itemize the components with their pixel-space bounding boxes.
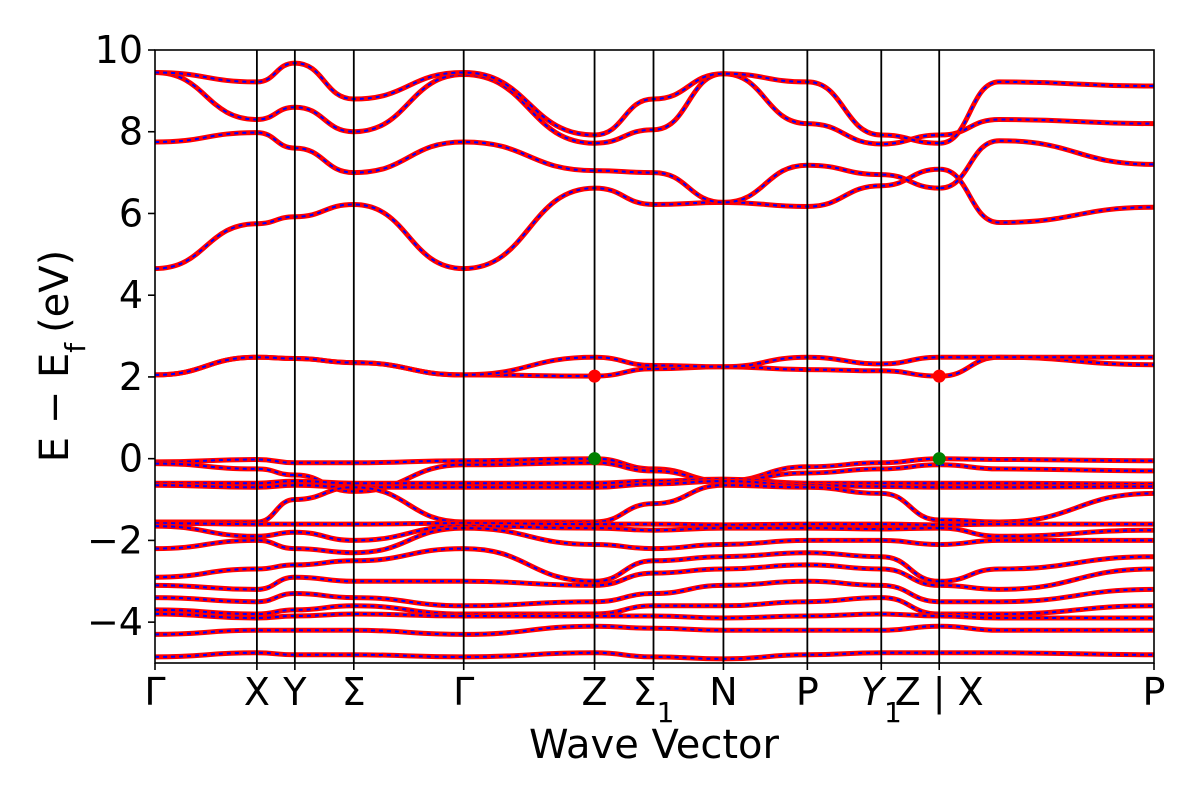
y-axis-label-main: E − E (32, 353, 78, 463)
x-axis-label: Wave Vector (529, 722, 780, 768)
band-0-segment-1-dashed (940, 168, 1154, 224)
band-11-segment-1-dashed (940, 523, 1154, 526)
band-7-segment-0 (155, 460, 940, 494)
band-0-segment-0-dashed (155, 168, 940, 270)
y-tick-label-6: 8 (119, 110, 143, 154)
band-18-segment-0 (155, 611, 940, 621)
band-3-segment-0-dashed (155, 62, 940, 145)
band-7-segment-1-dashed (940, 463, 1154, 472)
band-16-segment-1-dashed (940, 588, 1154, 603)
band-0-segment-1 (939, 166, 1154, 226)
x-tick-label-6: Σ1 (633, 670, 675, 729)
bands-layer (155, 60, 1154, 662)
extremum-marker-3 (932, 452, 946, 466)
band-14-segment-1-dashed (940, 555, 1154, 583)
band-20-segment-1-dashed (940, 651, 1154, 656)
band-6-segment-0-dashed (155, 457, 940, 483)
band-2-segment-0-dashed (155, 71, 940, 146)
band-1-segment-0 (155, 130, 940, 205)
x-tick-label-7: N (709, 670, 737, 714)
band-4-segment-1-dashed (940, 356, 1154, 378)
band-9-segment-0-dashed (155, 480, 940, 489)
y-axis-label: E − Ef (eV) (32, 250, 92, 463)
x-tick-label-9: Y1 (861, 670, 902, 729)
band-4-segment-1 (940, 354, 1154, 379)
x-ticks: Γ X Y Σ Γ Z Σ1 N P Y1Z | X P (144, 663, 1165, 729)
band-10-segment-1-dashed (940, 492, 1154, 524)
y-ticks: −4 −2 0 2 4 6 8 10 (87, 28, 155, 644)
x-tick-label-8: P (796, 670, 819, 714)
x-tick-label-11: P (1143, 670, 1166, 714)
x-tick-label-4: Γ (453, 670, 474, 714)
markers-layer (588, 369, 946, 466)
band-5-segment-0-dashed (155, 356, 940, 376)
plot-frame (154, 49, 1155, 664)
y-tick-label-0: −4 (87, 600, 143, 644)
band-10-segment-0 (155, 482, 940, 525)
y-tick-label-1: −2 (87, 518, 143, 562)
x-tick-label-5: Z (582, 670, 608, 714)
band-12-segment-1-dashed (940, 527, 1154, 538)
band-1-segment-1-dashed (940, 139, 1154, 190)
extremum-marker-1 (588, 452, 602, 466)
band-6-segment-1-dashed (940, 457, 1154, 462)
band-3-segment-1-dashed (940, 80, 1154, 145)
band-1-segment-0-dashed (155, 131, 940, 204)
band-5-segment-0 (155, 354, 940, 378)
band-17-segment-1-dashed (940, 604, 1154, 616)
band-18-segment-1-dashed (940, 615, 1154, 620)
band-2-segment-1-dashed (940, 118, 1154, 136)
band-16-segment-0-dashed (155, 580, 940, 607)
band-8-segment-0-dashed (155, 478, 940, 485)
y-axis-label-sub: f (59, 342, 92, 353)
band-1-segment-1 (939, 138, 1154, 191)
band-15-segment-1-dashed (940, 568, 1154, 591)
band-19-segment-0 (155, 623, 940, 637)
x-tick-label-0: Γ (144, 670, 165, 714)
band-9-segment-1-dashed (940, 485, 1154, 489)
x-tick-label-2: Y (282, 670, 307, 714)
y-axis-label-unit: (eV) (32, 250, 78, 333)
band-20-segment-0 (155, 650, 940, 662)
band-3-segment-1 (939, 79, 1154, 146)
x-tick-label-10: Z | X (895, 670, 984, 715)
extremum-marker-2 (932, 369, 946, 383)
band-8-segment-1-dashed (940, 482, 1154, 485)
y-tick-label-7: 10 (95, 28, 143, 72)
y-tick-label-5: 6 (119, 191, 143, 235)
band-14-segment-0-dashed (155, 547, 940, 583)
y-tick-label-3: 2 (119, 355, 143, 399)
band-15-segment-0-dashed (155, 563, 940, 591)
band-12-segment-0-dashed (155, 525, 940, 542)
y-tick-label-4: 4 (119, 273, 143, 317)
band-13-segment-1-dashed (940, 539, 1154, 546)
band-0-segment-0 (155, 166, 940, 272)
band-2-segment-1 (940, 116, 1154, 138)
x-tick-label-3: Σ (342, 670, 366, 714)
extremum-marker-0 (588, 369, 602, 383)
y-tick-label-2: 0 (119, 437, 143, 481)
band-11-segment-0-dashed (155, 522, 940, 526)
band-13-segment-0-dashed (155, 527, 940, 554)
kpoint-lines (255, 50, 941, 663)
band-19-segment-1-dashed (940, 625, 1154, 632)
x-tick-label-1: X (244, 670, 270, 714)
